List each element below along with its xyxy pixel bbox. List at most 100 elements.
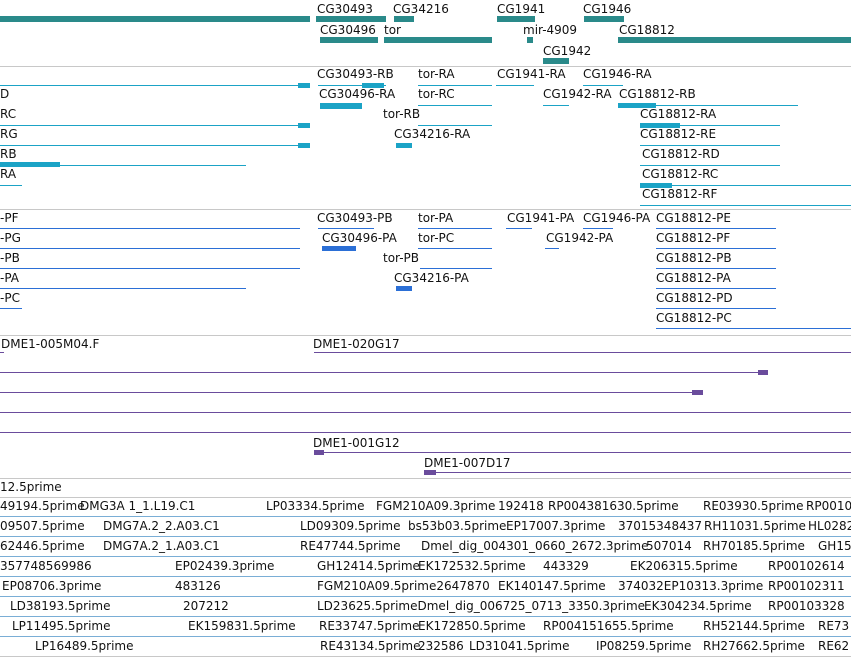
gene-feature[interactable] — [0, 16, 310, 22]
clone-feature[interactable] — [0, 432, 851, 433]
mrna-feature[interactable] — [543, 105, 569, 106]
mrna-feature[interactable] — [418, 105, 492, 106]
est-label[interactable]: LP03334.5prime — [266, 499, 365, 513]
gene-label[interactable]: CG34216 — [393, 2, 449, 16]
est-label[interactable]: EK304234.5prime — [644, 599, 752, 613]
est-label[interactable]: RE62 — [818, 639, 850, 653]
protein-label[interactable]: CG18812-PC — [656, 311, 732, 325]
protein-label[interactable]: -PC — [0, 291, 20, 305]
mrna-feature[interactable] — [418, 85, 492, 86]
protein-label[interactable]: tor-PA — [418, 211, 454, 225]
mrna-feature[interactable] — [640, 145, 780, 146]
mrna-label[interactable]: RG — [0, 127, 18, 141]
est-feature[interactable] — [0, 616, 851, 617]
mrna-feature[interactable] — [0, 125, 310, 126]
est-label[interactable]: 232586 — [418, 639, 464, 653]
est-label[interactable]: RE47744.5prime — [300, 539, 401, 553]
mrna-label[interactable]: CG1942-RA — [543, 87, 612, 101]
est-label[interactable]: DMG7A.2_1.A03.C1 — [103, 539, 220, 553]
est-label[interactable]: Dmel_dig_004301_0660_2672.3prime — [421, 539, 649, 553]
gene-label[interactable]: CG30493 — [317, 2, 373, 16]
clone-feature[interactable] — [424, 472, 851, 473]
est-label[interactable]: EP08706.3prime — [2, 579, 102, 593]
gene-label[interactable]: CG1942 — [543, 44, 592, 58]
mrna-label[interactable]: RC — [0, 107, 17, 121]
protein-feature[interactable] — [545, 248, 559, 249]
mrna-label[interactable]: CG18812-RA — [640, 107, 717, 121]
protein-feature[interactable] — [656, 328, 851, 329]
protein-label[interactable]: CG18812-PE — [656, 211, 731, 225]
est-label[interactable]: LD31041.5prime — [469, 639, 570, 653]
mrna-label[interactable]: RB — [0, 147, 17, 161]
mrna-feature[interactable] — [640, 125, 780, 126]
est-label[interactable]: RP00102311 — [768, 579, 845, 593]
est-label[interactable]: EK140147.5prime — [498, 579, 606, 593]
protein-feature[interactable] — [0, 308, 22, 309]
est-label[interactable]: 192418 — [498, 499, 544, 513]
mrna-label[interactable]: CG30496-RA — [319, 87, 396, 101]
est-label[interactable]: 507014 — [646, 539, 692, 553]
protein-feature[interactable] — [583, 228, 613, 229]
est-label[interactable]: RP00102614 — [768, 559, 845, 573]
clone-feature[interactable] — [0, 412, 851, 413]
est-label[interactable]: 483126 — [175, 579, 221, 593]
mrna-label[interactable]: CG18812-RF — [642, 187, 718, 201]
gene-label[interactable]: CG18812 — [619, 23, 675, 37]
clone-feature[interactable] — [0, 392, 703, 393]
gene-feature[interactable] — [543, 58, 569, 64]
est-label[interactable]: LD38193.5prime — [10, 599, 111, 613]
clone-feature[interactable] — [0, 372, 768, 373]
protein-label[interactable]: CG18812-PD — [656, 291, 733, 305]
est-label[interactable]: 09507.5prime — [0, 519, 85, 533]
mrna-label[interactable]: CG18812-RE — [640, 127, 717, 141]
mrna-exon[interactable] — [396, 143, 412, 148]
est-feature[interactable] — [0, 596, 851, 597]
mrna-label[interactable]: CG1941-RA — [497, 67, 566, 81]
mrna-label[interactable]: CG18812-RC — [642, 167, 719, 181]
mrna-feature[interactable] — [496, 85, 534, 86]
est-label[interactable]: 62446.5prime — [0, 539, 85, 553]
est-label[interactable]: 443329 — [543, 559, 589, 573]
clone-label[interactable]: DME1-020G17 — [313, 337, 400, 351]
clone-label[interactable]: DME1-007D17 — [424, 456, 511, 470]
protein-feature[interactable] — [656, 228, 776, 229]
gene-feature[interactable] — [584, 16, 624, 22]
gene-label[interactable]: CG30496 — [320, 23, 376, 37]
mrna-feature[interactable] — [0, 85, 310, 86]
mrna-feature[interactable] — [618, 105, 798, 106]
protein-label[interactable]: CG30496-PA — [322, 231, 397, 245]
protein-label[interactable]: -PB — [0, 251, 20, 265]
mrna-feature[interactable] — [0, 145, 310, 146]
protein-feature[interactable] — [0, 268, 300, 269]
gene-feature[interactable] — [384, 37, 492, 43]
protein-feature[interactable] — [506, 228, 532, 229]
est-feature[interactable] — [0, 576, 851, 577]
mrna-label[interactable]: CG18812-RD — [642, 147, 720, 161]
protein-exon[interactable] — [396, 286, 412, 291]
est-feature[interactable] — [0, 536, 851, 537]
clone-label[interactable]: DME1-001G12 — [313, 436, 400, 450]
mrna-feature[interactable] — [640, 165, 780, 166]
est-label[interactable]: 37015348437 — [618, 519, 702, 533]
est-label[interactable]: DMG3A 1_1.L19.C1 — [80, 499, 196, 513]
est-label[interactable]: bs53b03.5prime — [408, 519, 507, 533]
protein-label[interactable]: CG1946-PA — [583, 211, 651, 225]
mrna-label[interactable]: RA — [0, 167, 17, 181]
est-label[interactable]: RE73 — [818, 619, 850, 633]
mrna-label[interactable]: CG30493-RB — [317, 67, 394, 81]
est-feature[interactable] — [0, 516, 851, 517]
est-label[interactable]: RE43134.5prime — [320, 639, 421, 653]
mrna-label[interactable]: tor-RB — [383, 107, 421, 121]
gene-label[interactable]: mir-4909 — [523, 23, 578, 37]
est-label[interactable]: LD09309.5prime — [300, 519, 401, 533]
mrna-label[interactable]: CG34216-RA — [394, 127, 471, 141]
est-label[interactable]: RH52144.5prime — [703, 619, 805, 633]
est-label[interactable]: RH11031.5prime — [704, 519, 806, 533]
mrna-label[interactable]: CG18812-RB — [619, 87, 696, 101]
protein-label[interactable]: CG18812-PA — [656, 271, 731, 285]
est-label[interactable]: LP11495.5prime — [12, 619, 111, 633]
protein-feature[interactable] — [318, 228, 374, 229]
mrna-label[interactable]: CG1946-RA — [583, 67, 652, 81]
est-label[interactable]: 207212 — [183, 599, 229, 613]
est-label[interactable]: EK172850.5prime — [418, 619, 526, 633]
